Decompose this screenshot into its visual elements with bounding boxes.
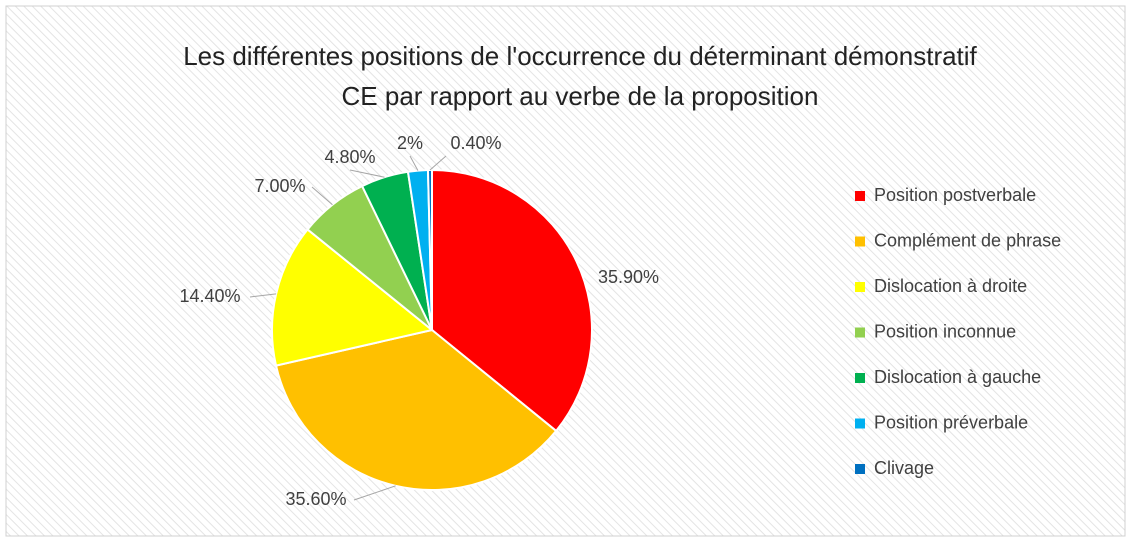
data-label: 14.40% [179, 286, 240, 306]
legend-swatch [855, 373, 865, 383]
legend-label: Position inconnue [874, 321, 1016, 341]
legend-label: Clivage [874, 458, 934, 478]
legend-label: Position postverbale [874, 185, 1036, 205]
leader-line [429, 155, 447, 171]
legend-label: Dislocation à droite [874, 276, 1027, 296]
pie-slice [271, 228, 435, 367]
legend-swatch [855, 418, 865, 429]
legend-swatch [855, 282, 865, 292]
legend-label: Dislocation à gauche [874, 367, 1041, 387]
data-label: 4.80% [324, 147, 375, 167]
data-label: 35.60% [285, 489, 346, 509]
chart-title: Les différentes positions de l'occurrenc… [183, 41, 977, 71]
legend-label: Complément de phrase [874, 230, 1061, 250]
leader-line [249, 293, 277, 298]
legend-swatch [855, 327, 865, 338]
data-label: 2% [397, 133, 423, 153]
leader-line [349, 169, 385, 178]
legend-swatch [855, 191, 865, 201]
data-label: 35.90% [598, 267, 659, 287]
leader-line [409, 155, 419, 171]
data-label: 0.40% [450, 133, 501, 153]
leader-line [353, 485, 396, 501]
leader-line [311, 186, 333, 206]
legend-swatch [855, 236, 865, 247]
legend-swatch [855, 464, 865, 474]
legend-label: Position préverbale [874, 412, 1028, 432]
data-label: 7.00% [254, 176, 305, 196]
pie-slice [274, 328, 558, 491]
chart-title: CE par rapport au verbe de la propositio… [342, 81, 819, 111]
pie-slice [431, 168, 593, 433]
